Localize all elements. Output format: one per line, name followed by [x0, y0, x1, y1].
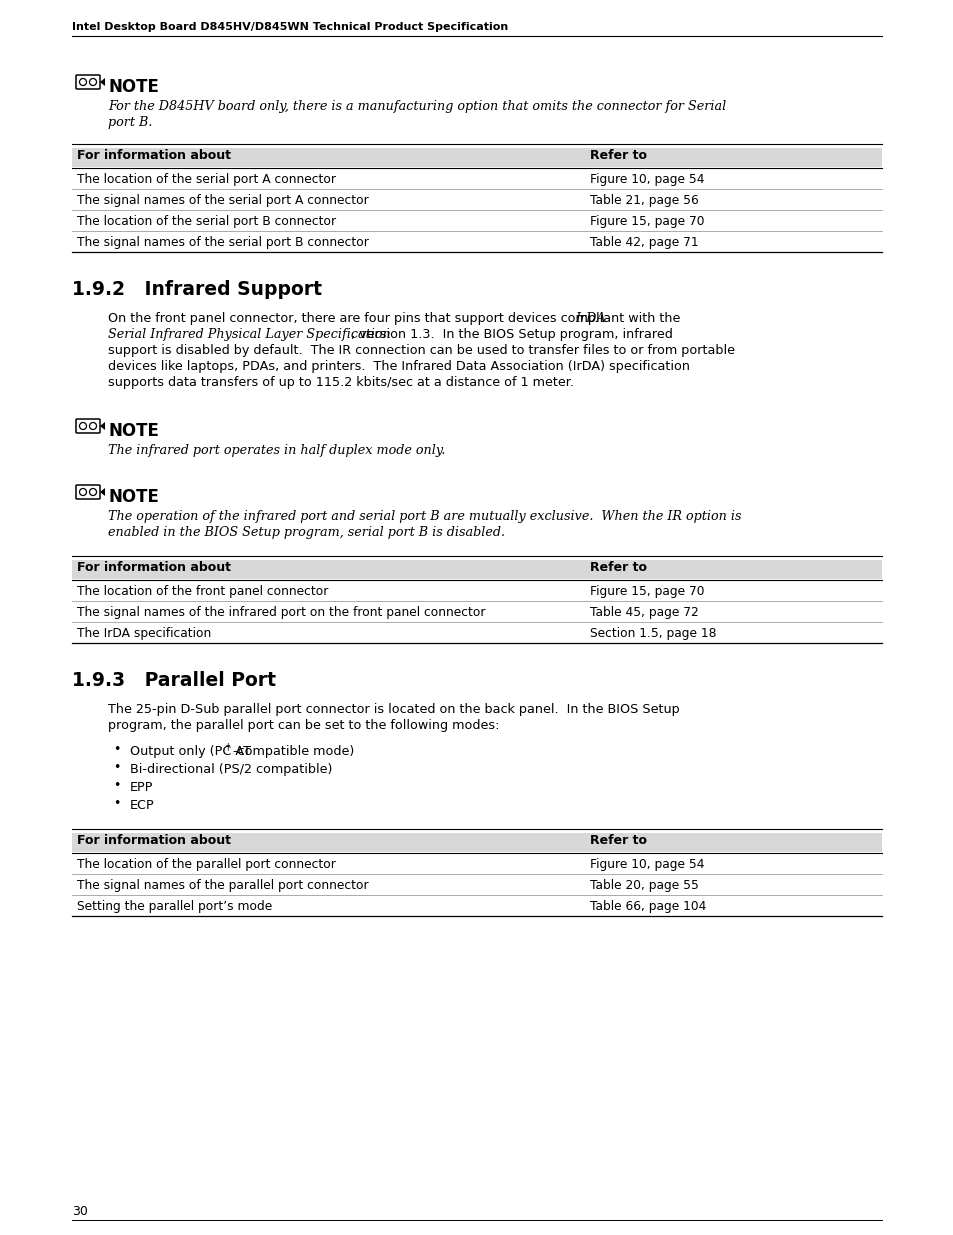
- Text: Setting the parallel port’s mode: Setting the parallel port’s mode: [77, 900, 272, 913]
- Text: Output only (PC AT: Output only (PC AT: [130, 745, 251, 758]
- Text: enabled in the BIOS Setup program, serial port B is disabled.: enabled in the BIOS Setup program, seria…: [108, 526, 504, 538]
- Text: For information about: For information about: [77, 149, 231, 162]
- Text: devices like laptops, PDAs, and printers.  The Infrared Data Association (IrDA) : devices like laptops, PDAs, and printers…: [108, 359, 689, 373]
- Text: Intel Desktop Board D845HV/D845WN Technical Product Specification: Intel Desktop Board D845HV/D845WN Techni…: [71, 22, 508, 32]
- Text: The IrDA specification: The IrDA specification: [77, 627, 211, 640]
- Text: The location of the front panel connector: The location of the front panel connecto…: [77, 585, 328, 598]
- Bar: [71, 148, 882, 167]
- Text: •: •: [112, 762, 120, 774]
- Text: Refer to: Refer to: [589, 561, 646, 574]
- Text: The infrared port operates in half duplex mode only.: The infrared port operates in half duple…: [108, 445, 445, 457]
- Text: NOTE: NOTE: [109, 488, 160, 506]
- Text: NOTE: NOTE: [109, 422, 160, 440]
- Bar: [71, 559, 882, 579]
- Text: Refer to: Refer to: [589, 149, 646, 162]
- Polygon shape: [100, 78, 105, 86]
- Text: •: •: [112, 798, 120, 810]
- Text: The operation of the infrared port and serial port B are mutually exclusive.  Wh: The operation of the infrared port and s…: [108, 510, 740, 522]
- Text: IrDA: IrDA: [575, 312, 605, 325]
- Text: †: †: [226, 742, 231, 751]
- Text: supports data transfers of up to 115.2 kbits/sec at a distance of 1 meter.: supports data transfers of up to 115.2 k…: [108, 375, 574, 389]
- Text: •: •: [112, 743, 120, 757]
- Text: Refer to: Refer to: [589, 834, 646, 847]
- Text: The location of the parallel port connector: The location of the parallel port connec…: [77, 858, 335, 871]
- Text: NOTE: NOTE: [109, 78, 160, 96]
- Text: The location of the serial port B connector: The location of the serial port B connec…: [77, 215, 335, 228]
- Text: The signal names of the parallel port connector: The signal names of the parallel port co…: [77, 879, 368, 892]
- Text: , version 1.3.  In the BIOS Setup program, infrared: , version 1.3. In the BIOS Setup program…: [351, 329, 672, 341]
- Text: For information about: For information about: [77, 561, 231, 574]
- Text: For information about: For information about: [77, 834, 231, 847]
- Text: support is disabled by default.  The IR connection can be used to transfer files: support is disabled by default. The IR c…: [108, 345, 734, 357]
- Text: 30: 30: [71, 1205, 88, 1218]
- Text: EPP: EPP: [130, 781, 153, 794]
- Text: program, the parallel port can be set to the following modes:: program, the parallel port can be set to…: [108, 719, 499, 732]
- Text: ECP: ECP: [130, 799, 154, 811]
- FancyBboxPatch shape: [76, 75, 100, 89]
- Text: •: •: [112, 779, 120, 793]
- Text: Table 21, page 56: Table 21, page 56: [589, 194, 698, 207]
- FancyBboxPatch shape: [76, 419, 100, 433]
- Text: The signal names of the serial port B connector: The signal names of the serial port B co…: [77, 236, 369, 249]
- Bar: [71, 832, 882, 852]
- Text: The 25-pin D-Sub parallel port connector is located on the back panel.  In the B: The 25-pin D-Sub parallel port connector…: [108, 703, 679, 716]
- Text: Figure 15, page 70: Figure 15, page 70: [589, 585, 703, 598]
- Text: Serial Infrared Physical Layer Specification: Serial Infrared Physical Layer Specifica…: [108, 329, 391, 341]
- FancyBboxPatch shape: [76, 485, 100, 499]
- Text: The signal names of the infrared port on the front panel connector: The signal names of the infrared port on…: [77, 606, 485, 619]
- Text: For the D845HV board only, there is a manufacturing option that omits the connec: For the D845HV board only, there is a ma…: [108, 100, 725, 112]
- Text: Figure 15, page 70: Figure 15, page 70: [589, 215, 703, 228]
- Text: Bi-directional (PS/2 compatible): Bi-directional (PS/2 compatible): [130, 763, 332, 776]
- Text: 1.9.2   Infrared Support: 1.9.2 Infrared Support: [71, 280, 322, 299]
- Text: Figure 10, page 54: Figure 10, page 54: [589, 173, 703, 186]
- Text: Table 66, page 104: Table 66, page 104: [589, 900, 705, 913]
- Text: -compatible mode): -compatible mode): [233, 745, 354, 758]
- Text: Section 1.5, page 18: Section 1.5, page 18: [589, 627, 716, 640]
- Text: Figure 10, page 54: Figure 10, page 54: [589, 858, 703, 871]
- Text: Table 20, page 55: Table 20, page 55: [589, 879, 699, 892]
- Text: On the front panel connector, there are four pins that support devices compliant: On the front panel connector, there are …: [108, 312, 683, 325]
- Text: Table 45, page 72: Table 45, page 72: [589, 606, 698, 619]
- Text: The signal names of the serial port A connector: The signal names of the serial port A co…: [77, 194, 369, 207]
- Text: 1.9.3   Parallel Port: 1.9.3 Parallel Port: [71, 671, 275, 690]
- Text: port B.: port B.: [108, 116, 152, 128]
- Polygon shape: [100, 488, 105, 496]
- Text: The location of the serial port A connector: The location of the serial port A connec…: [77, 173, 335, 186]
- Text: Table 42, page 71: Table 42, page 71: [589, 236, 698, 249]
- Polygon shape: [100, 422, 105, 430]
